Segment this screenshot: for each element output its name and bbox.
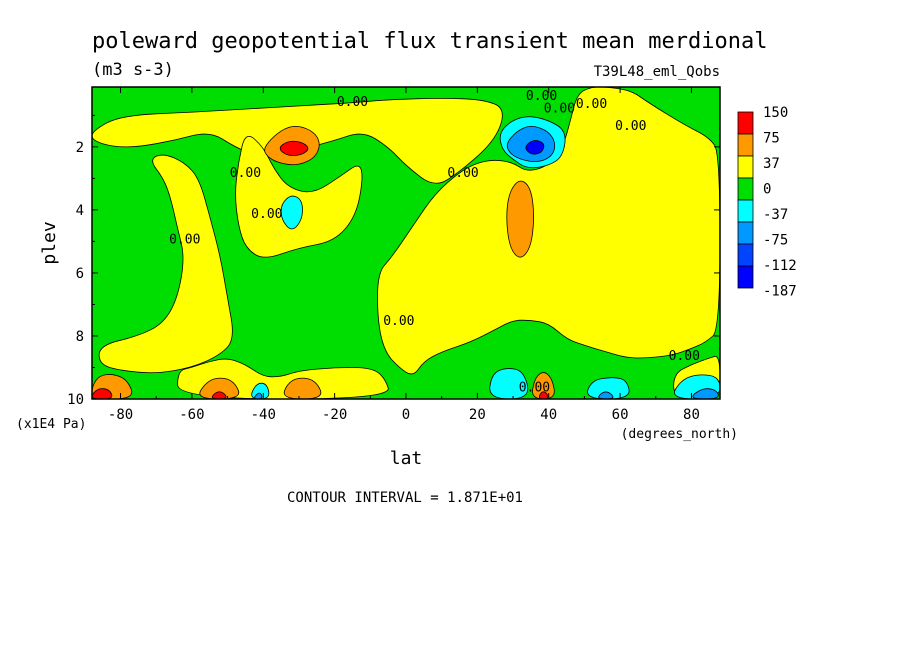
contour-labels: 0.00 0.000.00 0.000.000.000.000.000.000.00… (169, 89, 700, 396)
legend-swatch (737, 243, 754, 267)
contour-region (254, 392, 263, 399)
y-tick-label: 8 (76, 329, 84, 345)
contour-region (377, 87, 720, 375)
x-tick-label: -60 (179, 407, 204, 423)
contour-region (532, 372, 555, 399)
contour-label: 0.00 (230, 166, 261, 181)
contour-label: 0.00 (169, 232, 200, 247)
legend-swatch (737, 199, 754, 223)
legend-swatch (737, 155, 754, 179)
x-tick-label: 40 (540, 407, 557, 423)
x-tick-label: -80 (108, 407, 133, 423)
contour-label: 0.00 (544, 101, 575, 116)
contour-region (199, 377, 240, 399)
y-tick-label: 10 (67, 392, 84, 408)
x-axis-units: (degrees_north) (621, 427, 738, 442)
x-tick-label: -40 (251, 407, 276, 423)
legend-swatch (737, 177, 754, 201)
legend-label: -75 (763, 233, 788, 249)
y-axis-units: (x1E4 Pa) (16, 417, 86, 432)
contour-region (489, 368, 529, 399)
chart-title: poleward geopotential flux transient mea… (92, 29, 768, 54)
contour-label: 0.00 (519, 380, 550, 395)
contour-label: 0.00 (526, 89, 557, 104)
contour-region (280, 195, 303, 230)
x-axis-ticks: -80 -60 -40 -20 0 20 40 60 80 (108, 87, 700, 423)
legend-label: 0 (763, 182, 771, 198)
contour-label: 0.00 (576, 97, 607, 112)
contour-label: 0.00 (251, 207, 282, 222)
contour-region (506, 180, 534, 258)
legend-label: 150 (763, 105, 788, 121)
experiment-label: T39L48_eml_Qobs (594, 64, 720, 80)
contour-label: 0.00 (615, 119, 646, 134)
legend-label: -37 (763, 207, 788, 223)
legend-swatch (737, 265, 754, 289)
contour-label: 0.00 (383, 314, 414, 329)
y-axis-ticks: 2 4 6 8 10 (67, 114, 720, 408)
x-tick-label: 60 (612, 407, 629, 423)
legend-label: 37 (763, 156, 780, 172)
contour-region (538, 391, 549, 399)
contour-label: 0.00 (669, 349, 700, 364)
y-tick-label: 6 (76, 266, 84, 282)
legend-label: -112 (763, 258, 797, 274)
contour-region (235, 136, 363, 258)
contour-interval: CONTOUR INTERVAL = 1.871E+01 (287, 490, 523, 506)
legend-swatch (737, 221, 754, 245)
y-axis-label: plev (39, 221, 60, 264)
contour-region (283, 377, 322, 399)
legend-label: 75 (763, 131, 780, 147)
color-legend: 150 75 37 0 -37 -75 -112 -187 (737, 105, 797, 300)
contour-region (598, 391, 614, 399)
x-tick-label: 0 (402, 407, 410, 423)
contour-region (692, 388, 719, 399)
contour-region (525, 140, 545, 155)
chart-units: (m3 s-3) (92, 60, 174, 80)
y-tick-label: 2 (76, 140, 84, 156)
legend-swatch (737, 133, 754, 157)
x-tick-label: -20 (322, 407, 347, 423)
contour-region (279, 140, 309, 157)
legend-swatch (737, 111, 754, 135)
contour-region (211, 391, 227, 399)
contour-region (98, 154, 233, 374)
x-tick-label: 80 (683, 407, 700, 423)
x-axis-label: lat (390, 448, 423, 469)
y-tick-label: 4 (76, 203, 84, 219)
contour-label: 0.00 (447, 166, 478, 181)
contour-region (587, 377, 630, 399)
contour-label: 0.00 (337, 95, 368, 110)
contour-regions (92, 87, 720, 399)
x-tick-label: 20 (469, 407, 486, 423)
legend-label: -187 (763, 284, 797, 300)
